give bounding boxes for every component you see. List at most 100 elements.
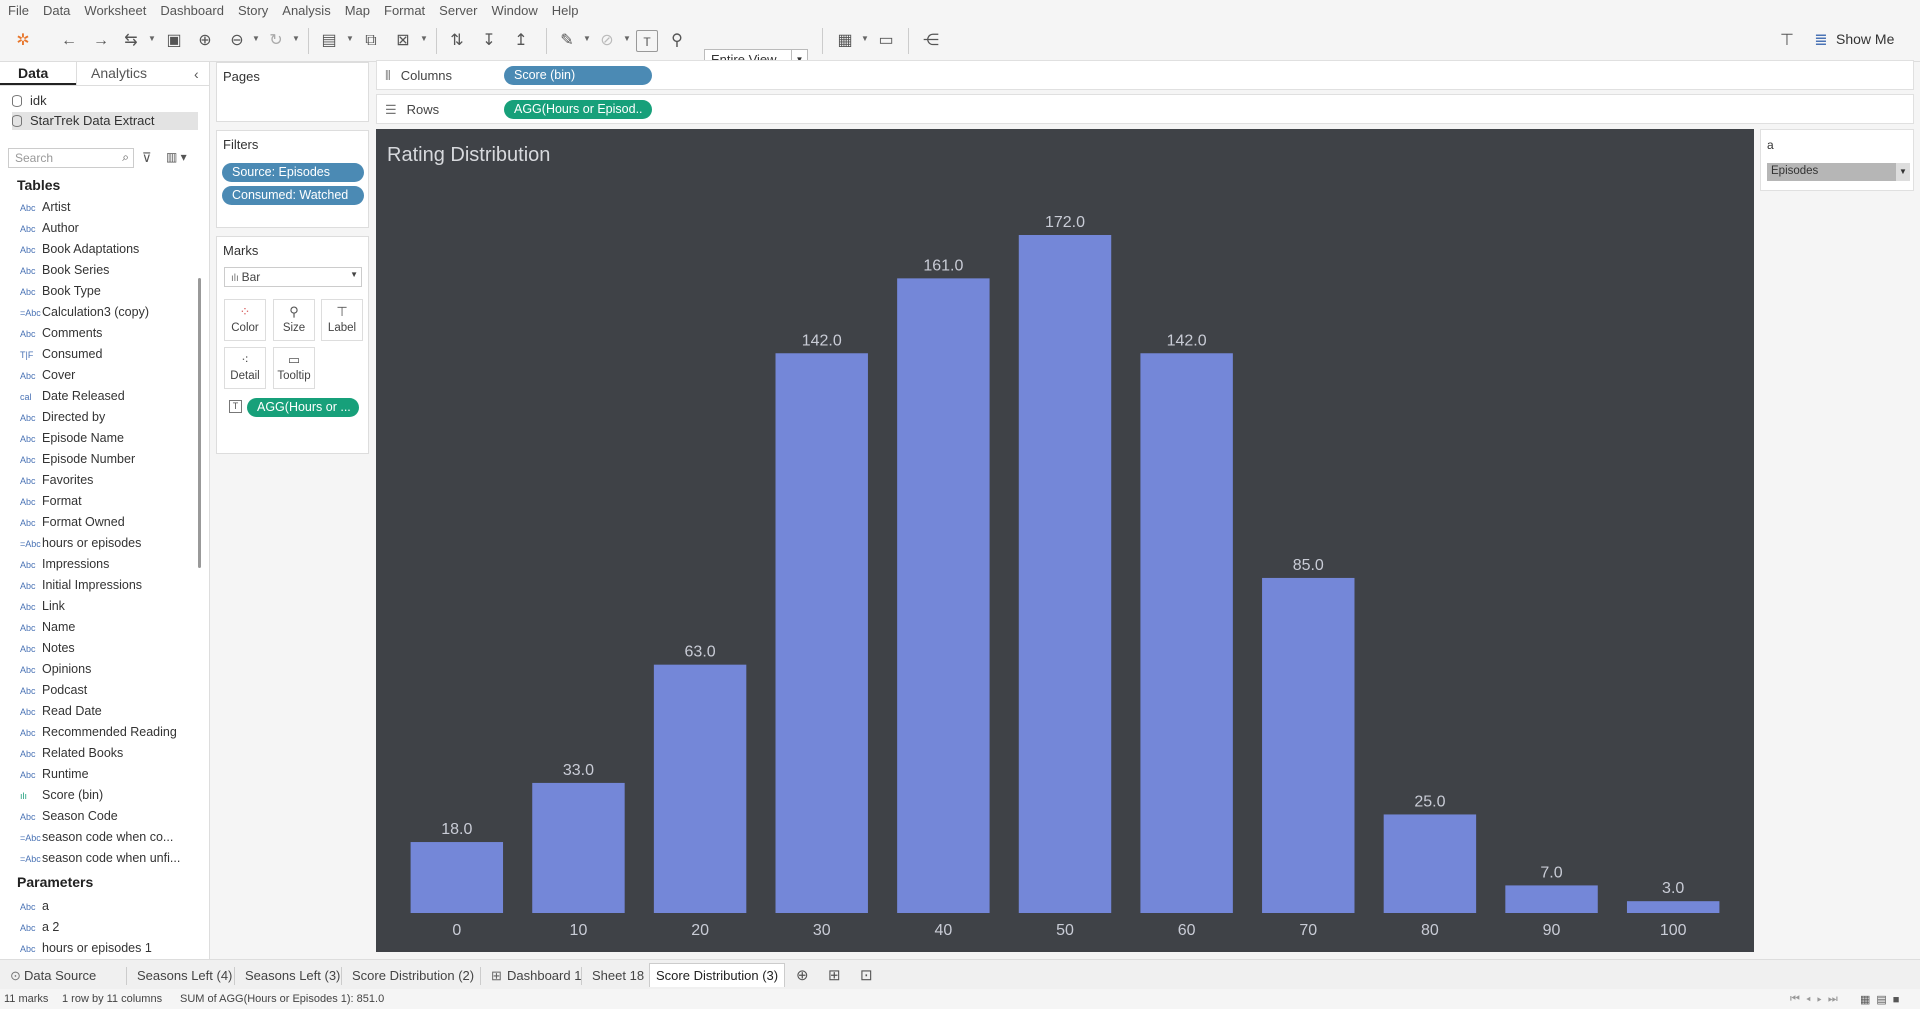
tableau-logo-icon[interactable]: ✲ xyxy=(16,32,30,49)
menu-worksheet[interactable]: Worksheet xyxy=(84,2,147,18)
field-item[interactable]: Abc Notes xyxy=(20,638,190,659)
filter-icon[interactable]: ⊽ xyxy=(142,150,152,165)
rows-shelf[interactable]: ☰ Rows AGG(Hours or Episod.. xyxy=(376,94,1914,124)
highlight-caret-icon[interactable]: ▼ xyxy=(583,34,591,43)
menu-story[interactable]: Story xyxy=(237,2,269,18)
bar-100[interactable] xyxy=(1626,901,1720,913)
parameter-item[interactable]: Abc a 2 xyxy=(20,917,190,938)
field-item[interactable]: Abc Book Series xyxy=(20,260,190,281)
group-icon[interactable]: ⊘ xyxy=(600,32,614,49)
field-item[interactable]: Abc Link xyxy=(20,596,190,617)
tab-analytics[interactable]: Analytics xyxy=(76,62,196,85)
new-story-tab-icon[interactable]: ⊡ xyxy=(860,967,873,984)
new-dashboard-tab-icon[interactable]: ⊞ xyxy=(828,967,841,984)
field-item[interactable]: Abc Recommended Reading xyxy=(20,722,190,743)
collapse-pane-icon[interactable]: ‹ xyxy=(194,66,199,82)
format-painter-icon[interactable]: ⊤ xyxy=(1780,32,1794,49)
field-item[interactable]: Abc Podcast xyxy=(20,680,190,701)
field-item[interactable]: Abc Episode Name xyxy=(20,428,190,449)
field-item[interactable]: T|F Consumed xyxy=(20,344,190,365)
bar-50[interactable] xyxy=(1018,235,1112,913)
pause-updates-icon[interactable]: ⊖ xyxy=(230,32,244,49)
show-labels-icon[interactable]: T xyxy=(636,30,658,52)
menu-window[interactable]: Window xyxy=(491,2,538,18)
columns-shelf[interactable]: ⦀ Columns Score (bin) xyxy=(376,60,1914,90)
show-cards-caret-icon[interactable]: ▼ xyxy=(861,34,869,43)
field-item[interactable]: =Abchours or episodes xyxy=(20,533,190,554)
field-item[interactable]: Abc Directed by xyxy=(20,407,190,428)
field-item[interactable]: Abc Artist xyxy=(20,197,190,218)
field-item[interactable]: Abc Opinions xyxy=(20,659,190,680)
menu-map[interactable]: Map xyxy=(344,2,370,18)
columns-pill[interactable]: Score (bin) xyxy=(504,66,652,85)
menu-server[interactable]: Server xyxy=(439,2,478,18)
menu-help[interactable]: Help xyxy=(551,2,579,18)
show-me-button[interactable]: Show Me xyxy=(1836,31,1895,47)
filter-pill-source[interactable]: Source: Episodes xyxy=(222,163,364,182)
bar-90[interactable] xyxy=(1505,885,1598,913)
field-item[interactable]: Abc Initial Impressions xyxy=(20,575,190,596)
bar-40[interactable] xyxy=(897,278,990,913)
field-item[interactable]: Abc Read Date xyxy=(20,701,190,722)
field-item[interactable]: Abc Related Books xyxy=(20,743,190,764)
field-item[interactable]: Abc Favorites xyxy=(20,470,190,491)
swap-icon[interactable]: ⇅ xyxy=(450,32,464,49)
field-item[interactable]: Abc Impressions xyxy=(20,554,190,575)
pause-caret-icon[interactable]: ▼ xyxy=(252,34,260,43)
undo-icon[interactable]: ← xyxy=(61,32,77,49)
field-item[interactable]: Abc Runtime xyxy=(20,764,190,785)
search-input[interactable]: Search ⌕ xyxy=(8,148,134,168)
pages-card[interactable]: Pages xyxy=(216,62,369,122)
field-item[interactable]: Abc Book Type xyxy=(20,281,190,302)
datasource-item-selected[interactable]: StarTrek Data Extract xyxy=(12,112,198,130)
parameter-item[interactable]: Abc hours or episodes 1 xyxy=(20,938,190,959)
field-item[interactable]: Abc Format xyxy=(20,491,190,512)
field-item[interactable]: Abc Format Owned xyxy=(20,512,190,533)
refresh-caret-icon[interactable]: ▼ xyxy=(292,34,300,43)
field-item[interactable]: Abc Comments xyxy=(20,323,190,344)
group-caret-icon[interactable]: ▼ xyxy=(623,34,631,43)
bar-20[interactable] xyxy=(653,664,747,913)
field-item[interactable]: Abc Episode Number xyxy=(20,449,190,470)
bar-0[interactable] xyxy=(410,842,504,913)
field-item[interactable]: Abc Author xyxy=(20,218,190,239)
view-options-icon[interactable]: ▥ ▾ xyxy=(166,150,187,164)
new-worksheet-icon[interactable]: ▤ xyxy=(321,32,337,49)
bar-80[interactable] xyxy=(1383,814,1477,913)
menu-analysis[interactable]: Analysis xyxy=(282,2,331,18)
bar-60[interactable] xyxy=(1140,353,1233,913)
refresh-icon[interactable]: ↻ xyxy=(269,32,283,49)
parameter-select[interactable]: Episodes ▼ xyxy=(1767,163,1910,181)
bar-70[interactable] xyxy=(1262,577,1355,913)
label-button[interactable]: ⊤ Label xyxy=(321,299,363,341)
field-list-scrollbar[interactable] xyxy=(198,278,201,568)
tab-score-distribution-3[interactable]: Score Distribution (3) xyxy=(649,963,786,987)
field-item[interactable]: Abc Season Code xyxy=(20,806,190,827)
clear-sheet-icon[interactable]: ⊠ xyxy=(396,32,410,49)
menu-data[interactable]: Data xyxy=(42,2,71,18)
size-button[interactable]: ⚲ Size xyxy=(273,299,315,341)
tooltip-button[interactable]: ▭ Tooltip xyxy=(273,347,315,389)
field-item[interactable]: =Abcseason code when unfi... xyxy=(20,848,190,869)
share-icon[interactable]: ⋲ xyxy=(923,32,939,49)
parameter-item[interactable]: Abc a xyxy=(20,896,190,917)
bar-chart[interactable]: 18.0 0 33.0 10 63.0 20 142.0 30 161.0 40 172.0 50 14… xyxy=(376,129,1754,952)
field-item[interactable]: cal Date Released xyxy=(20,386,190,407)
mark-type-select[interactable]: ılı Bar ▼ xyxy=(224,267,362,287)
sheet-nav-icon[interactable]: ⏮◂▸⏭ xyxy=(1790,993,1844,1005)
filters-card[interactable]: Filters Source: Episodes Consumed: Watch… xyxy=(216,130,369,228)
menu-file[interactable]: File xyxy=(8,2,29,18)
color-button[interactable]: ⁘ Color xyxy=(224,299,266,341)
field-item[interactable]: =Abcseason code when co... xyxy=(20,827,190,848)
fix-axes-icon[interactable]: ⚲ xyxy=(671,32,683,49)
field-item[interactable]: =AbcCalculation3 (copy) xyxy=(20,302,190,323)
sort-descending-icon[interactable]: ↥ xyxy=(514,32,528,49)
rows-pill[interactable]: AGG(Hours or Episod.. xyxy=(504,100,652,119)
tab-seasons-left-3[interactable]: Seasons Left (3) xyxy=(245,968,341,983)
field-item[interactable]: Abc Cover xyxy=(20,365,190,386)
show-cards-icon[interactable]: ▦ xyxy=(837,32,853,49)
highlight-icon[interactable]: ✎ xyxy=(560,32,574,49)
field-item[interactable]: ılı Score (bin) xyxy=(20,785,190,806)
duplicate-icon[interactable]: ⧉ xyxy=(365,32,377,49)
presentation-mode-icon[interactable]: ▭ xyxy=(878,32,894,49)
